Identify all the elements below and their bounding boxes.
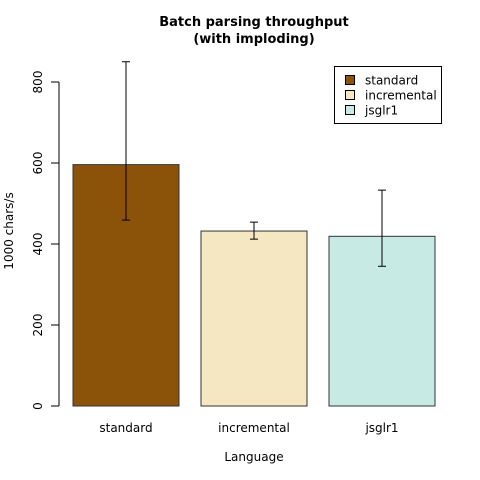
x-axis-label: Language: [224, 450, 283, 464]
legend-label-incremental: incremental: [365, 89, 437, 103]
legend-swatch-incremental: [345, 90, 355, 100]
x-tick-label-incremental: incremental: [218, 421, 290, 435]
y-axis-label: 1000 chars/s: [2, 192, 16, 269]
y-tick-label: 200: [31, 314, 45, 337]
legend-swatch-standard: [345, 75, 355, 85]
x-tick-label-standard: standard: [99, 421, 152, 435]
bars: [72, 164, 436, 407]
y-tick-label: 800: [31, 71, 45, 94]
chart-title-line-1: Batch parsing throughput: [159, 15, 349, 30]
y-axis: 0 200 400 600 800: [31, 71, 60, 410]
legend-label-jsglr1: jsglr1: [364, 104, 398, 118]
legend-label-standard: standard: [365, 74, 418, 88]
x-tick-labels: standard incremental jsglr1: [99, 421, 398, 435]
y-tick-label: 0: [31, 402, 45, 410]
chart-title-line-2: (with imploding): [193, 32, 314, 47]
error-bars: [122, 61, 386, 267]
legend-swatch-jsglr1: [345, 105, 355, 115]
bar-incremental: [200, 230, 308, 407]
x-tick-label-jsglr1: jsglr1: [364, 421, 398, 435]
y-tick-label: 600: [31, 152, 45, 175]
y-tick-label: 400: [31, 233, 45, 256]
